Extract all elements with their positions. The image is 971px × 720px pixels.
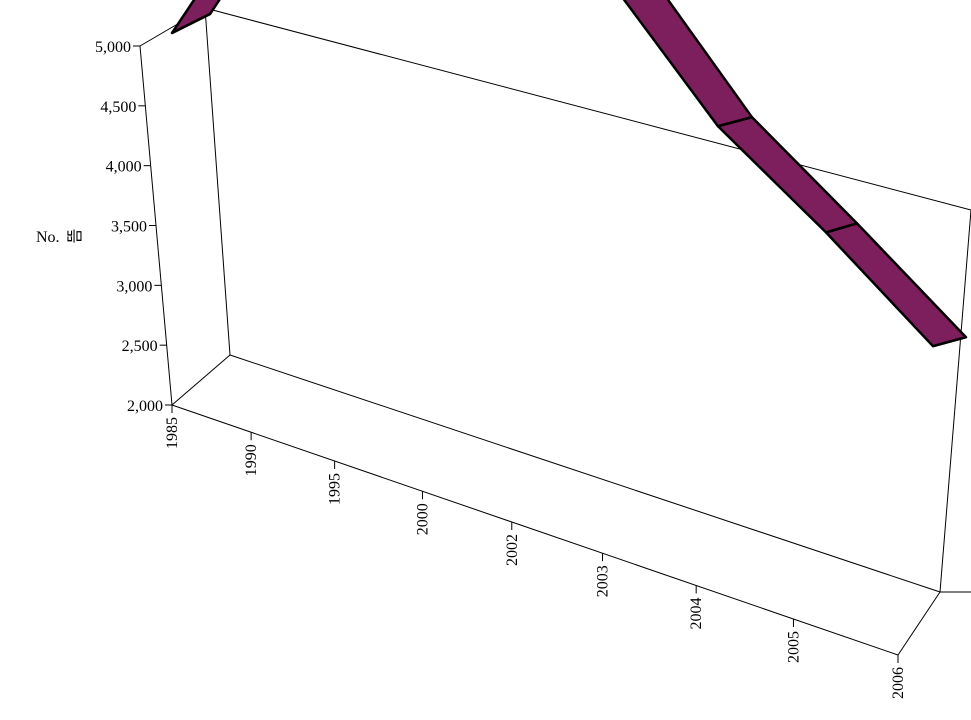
back-left-edge bbox=[204, 7, 231, 356]
y-tick-label: 4,000 bbox=[106, 159, 142, 176]
x-tick-label: 2002 bbox=[504, 534, 521, 566]
data-point bbox=[717, 115, 753, 128]
data-point bbox=[825, 222, 858, 234]
x-tick-label: 1995 bbox=[327, 473, 344, 505]
y-tick-label: 3,000 bbox=[116, 278, 152, 295]
y-tick-label: 2,000 bbox=[127, 398, 163, 415]
y-axis-label-glyph: 뜸 bbox=[67, 229, 84, 244]
x-tick-label: 1985 bbox=[164, 417, 181, 449]
x-axis-line bbox=[171, 404, 899, 656]
ribbon-segment bbox=[824, 222, 968, 348]
data-ribbon bbox=[170, 0, 968, 348]
x-tick-label: 2000 bbox=[414, 503, 431, 535]
y-axis: 2,000 2,500 3,000 3,500 4,000 4,500 5,000 bbox=[95, 39, 172, 415]
y-tick-label: 4,500 bbox=[100, 99, 136, 116]
x-tick-label: 2006 bbox=[890, 667, 907, 699]
y-tick-label: 2,500 bbox=[122, 338, 158, 355]
back-right-edge bbox=[939, 209, 971, 593]
x-tick-label: 2005 bbox=[785, 631, 802, 663]
back-top-edge bbox=[204, 7, 971, 211]
y-axis-label: No. bbox=[36, 229, 60, 246]
y-tick-label: 5,000 bbox=[95, 39, 131, 56]
x-tick-label: 2004 bbox=[688, 598, 705, 630]
x-axis: 1985 1990 1995 2000 2002 2003 2004 2005 2006 bbox=[164, 405, 907, 699]
y-axis-title: No. 뜸 bbox=[36, 229, 84, 246]
x-tick-label: 1990 bbox=[243, 444, 260, 476]
ribbon-segment bbox=[170, 0, 221, 35]
chart-frame bbox=[139, 7, 971, 656]
x-tick-label: 2003 bbox=[595, 565, 612, 597]
ribbon-segment bbox=[622, 0, 754, 128]
floor-back-edge bbox=[229, 354, 941, 593]
data-point bbox=[171, 12, 211, 35]
data-point bbox=[932, 335, 967, 348]
y-tick-label: 3,500 bbox=[111, 219, 147, 236]
floor-front-right-edge bbox=[897, 591, 941, 656]
floor-left-edge bbox=[171, 354, 231, 406]
